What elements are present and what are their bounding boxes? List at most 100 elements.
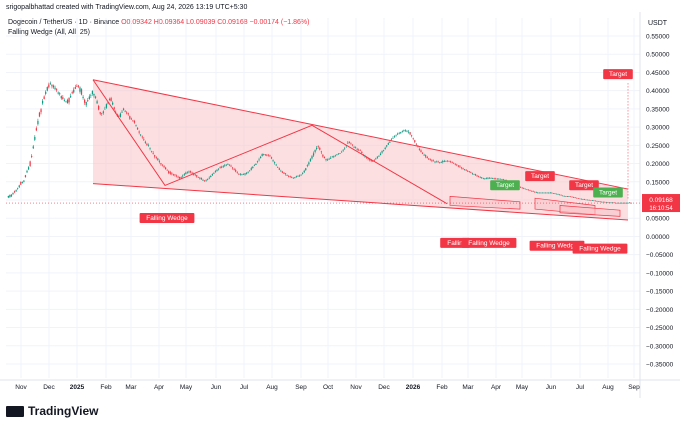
tradingview-logo[interactable]: TradingView [6,404,98,418]
candle-body [133,120,136,123]
candle-body [426,156,428,159]
candle-body [552,193,554,194]
x-tick-label: Jun [546,384,557,391]
candle-body [104,108,106,110]
candle-body [423,154,425,156]
candle-body [485,178,488,179]
candle-body [12,193,14,195]
x-tick-label: Sep [628,384,640,391]
candle-body [471,173,474,174]
candle-body [412,138,414,140]
candle-body [495,178,497,180]
candle-body [222,166,224,167]
candle-body [384,147,386,149]
falling-wedge-label-bg [461,237,517,248]
candle-body [247,171,249,173]
candle-body [253,165,255,166]
candle-body [41,100,44,104]
candle-body [216,170,218,172]
candle-body [43,96,45,100]
candle-body [358,149,360,151]
candle-body [112,102,114,105]
candle-body [387,143,389,145]
candle-body [88,96,90,100]
candle-body [445,161,447,162]
candle-body [610,202,612,204]
x-tick-label: May [516,384,529,391]
y-tick-label: −0.10000 [646,270,674,277]
candle-body [179,177,181,179]
candle-body [400,132,402,134]
candle-body [502,179,505,180]
candle-body [233,169,235,170]
candle-body [378,155,380,157]
candle-body [459,166,461,168]
candle-body [269,155,271,157]
candle-body [435,161,438,163]
candle-body [375,158,377,160]
candle-body [110,97,112,101]
candle-body [127,113,129,115]
candle-body [264,154,266,156]
candle-body [526,189,528,191]
candle-body [482,178,484,179]
candle-body [172,174,175,175]
candle-body [132,120,134,122]
y-tick-label: 0.20000 [646,161,670,168]
candle-body [46,87,48,91]
candle-body [549,192,551,194]
candle-body [208,177,210,179]
candle-body [630,202,632,204]
candle-body [225,164,227,166]
candle-body [316,147,318,149]
symbol-legend[interactable]: Dogecoin / TetherUS · 1D · Binance O0.09… [8,19,309,26]
candle-body [622,202,625,204]
x-tick-label: 2025 [70,384,85,391]
candle-body [263,154,265,155]
candle-body [403,130,405,131]
candle-body [479,177,481,178]
candle-body [521,187,523,189]
target-label-bg [569,180,599,191]
candle-body [140,134,142,136]
candle-body [63,100,66,101]
candle-body [71,92,73,94]
candle-body [314,150,316,152]
candle-body [467,170,469,172]
candle-body [27,167,30,170]
x-tick-label: Aug [602,384,614,391]
candle-body [465,170,467,171]
candle-body [107,102,109,104]
candle-body [544,192,547,194]
candle-body [122,108,125,110]
candle-body [312,153,315,156]
brand-name: TradingView [28,404,99,418]
candle-body [404,130,407,132]
candle-body [70,96,72,98]
candle-body [51,84,53,87]
candle-body [529,190,531,191]
y-tick-label: 0.25000 [646,143,670,150]
falling-wedge-label: Falling Wedge [572,243,628,254]
candle-body [185,172,187,175]
candle-body [597,201,600,202]
candle-body [174,174,176,176]
candle-body [255,163,257,166]
candle-body [551,192,553,194]
candle-body [613,202,615,204]
candle-body [40,109,42,113]
x-tick-label: Feb [100,384,112,391]
candle-body [546,192,548,194]
candle-body [317,146,319,147]
candle-body [227,164,229,165]
candle-body [582,199,584,200]
candle-body [596,201,598,202]
candle-body [379,153,382,156]
candle-body [577,198,579,199]
candle-body [470,171,472,173]
target-label-text: Target [531,173,549,180]
x-tick-label: Apr [154,384,165,391]
y-tick-label: 0.55000 [646,34,670,41]
candle-body [193,174,195,175]
